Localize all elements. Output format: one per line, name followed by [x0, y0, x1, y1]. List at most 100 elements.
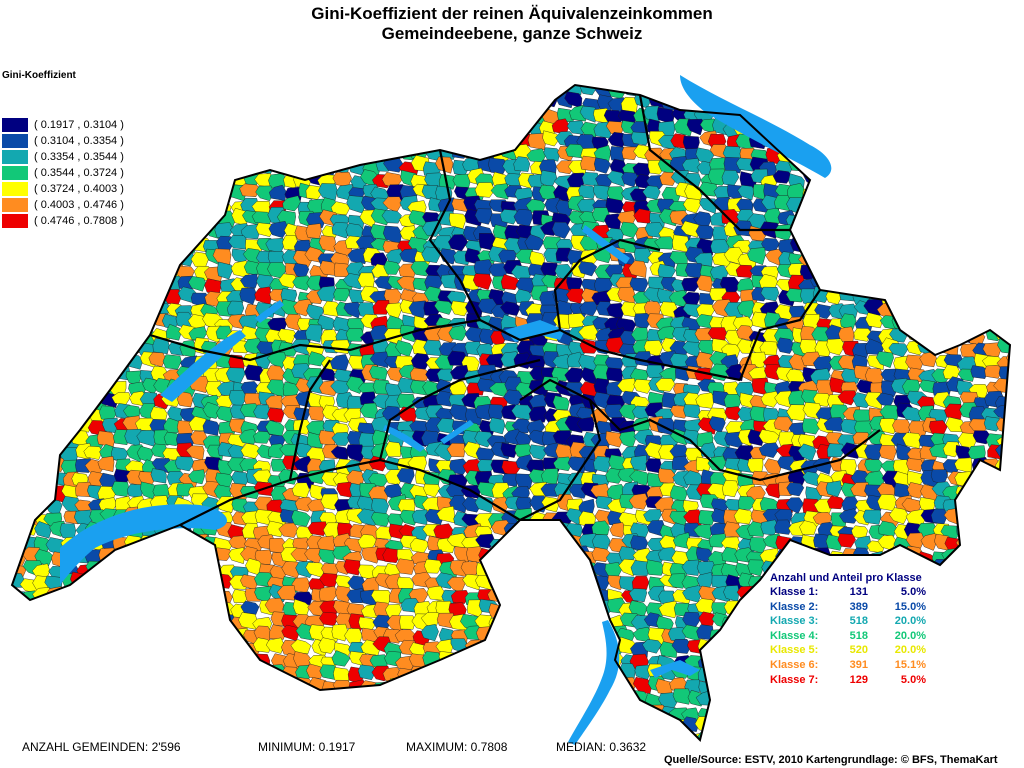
municipality-cell: [409, 120, 431, 136]
municipality-cell: [959, 289, 979, 307]
municipality-cell: [254, 286, 272, 305]
municipality-cell: [518, 572, 538, 588]
stats-row: Klasse 4: 518 20.0%: [770, 629, 926, 644]
municipality-cell: [777, 108, 795, 125]
municipality-cell: [966, 667, 986, 686]
municipality-cell: [552, 395, 570, 411]
municipality-cell: [33, 676, 54, 693]
municipality-cell: [111, 252, 131, 268]
municipality-cell: [318, 108, 336, 125]
municipality-cell: [877, 717, 895, 732]
municipality-cell: [1009, 560, 1010, 576]
municipality-cell: [215, 105, 235, 123]
municipality-cell: [1011, 226, 1024, 243]
legend-label: ( 0.3354 , 0.3544 ): [34, 151, 124, 163]
municipality-cell: [321, 85, 342, 99]
municipality-cell: [983, 715, 1001, 731]
municipality-cell: [985, 732, 1002, 740]
municipality-cell: [485, 94, 507, 111]
municipality-cell: [968, 721, 986, 735]
municipality-cell: [19, 287, 40, 304]
municipality-cell: [48, 627, 67, 645]
municipality-cell: [86, 276, 105, 292]
municipality-cell: [138, 121, 156, 137]
municipality-cell: [33, 263, 51, 280]
municipality-cell: [215, 703, 235, 722]
municipality-cell: [618, 404, 639, 421]
municipality-cell: [737, 653, 758, 668]
municipality-cell: [737, 637, 756, 654]
municipality-cell: [74, 628, 94, 646]
municipality-cell: [174, 134, 194, 148]
municipality-cell: [982, 249, 1000, 265]
municipality-cell: [124, 629, 143, 646]
municipality-cell: [203, 732, 223, 740]
municipality-cell: [269, 716, 289, 734]
municipality-cell: [1009, 402, 1010, 421]
municipality-cell: [488, 135, 507, 150]
municipality-cell: [152, 212, 172, 229]
municipality-cell: [893, 131, 913, 150]
municipality-cell: [1005, 469, 1010, 486]
municipality-cell: [660, 277, 678, 293]
municipality-cell: [555, 536, 574, 554]
municipality-cell: [111, 655, 130, 673]
municipality-cell: [97, 603, 115, 620]
municipality-cell: [242, 665, 261, 684]
municipality-cell: [321, 142, 342, 159]
municipality-cell: [681, 277, 702, 292]
municipality-cell: [101, 85, 120, 97]
municipality-cell: [485, 655, 505, 672]
municipality-cell: [18, 716, 39, 733]
municipality-cell: [264, 133, 284, 149]
municipality-cell: [866, 117, 888, 135]
municipality-cell: [71, 299, 89, 314]
municipality-cell: [724, 406, 744, 421]
municipality-cell: [968, 303, 987, 321]
municipality-cell: [227, 747, 247, 762]
municipality-cell: [967, 173, 988, 190]
municipality-cell: [381, 209, 402, 224]
municipality-cell: [606, 704, 628, 722]
municipality-cell: [112, 692, 132, 709]
municipality-cell: [12, 456, 27, 473]
municipality-cell: [918, 209, 938, 226]
municipality-cell: [330, 201, 351, 216]
municipality-cell: [127, 326, 146, 340]
municipality-cell: [812, 691, 833, 709]
municipality-cell: [513, 610, 532, 629]
municipality-cell: [124, 669, 143, 685]
municipality-cell: [971, 133, 990, 151]
municipality-cell: [98, 656, 115, 672]
municipality-cell: [973, 706, 993, 723]
municipality-cell: [174, 678, 196, 694]
municipality-cell: [721, 667, 742, 685]
municipality-cell: [947, 654, 966, 671]
municipality-cell: [32, 343, 51, 361]
municipality-cell: [802, 418, 821, 435]
municipality-cell: [122, 167, 144, 185]
municipality-cell: [12, 234, 31, 253]
municipality-cell: [811, 185, 830, 202]
municipality-cell: [500, 274, 520, 291]
municipality-cell: [836, 211, 857, 228]
municipality-cell: [72, 246, 90, 263]
municipality-cell: [580, 649, 598, 666]
municipality-cell: [240, 122, 258, 138]
municipality-cell: [369, 365, 388, 381]
municipality-cell: [97, 351, 118, 370]
municipality-cell: [22, 469, 43, 486]
municipality-cell: [84, 339, 104, 354]
municipality-cell: [439, 678, 458, 696]
municipality-cell: [70, 239, 88, 256]
municipality-cell: [22, 664, 41, 683]
municipality-cell: [86, 640, 105, 655]
municipality-cell: [370, 107, 389, 124]
municipality-cell: [82, 653, 103, 670]
municipality-cell: [850, 85, 871, 100]
municipality-cell: [879, 418, 899, 435]
municipality-cell: [217, 653, 235, 669]
municipality-cell: [383, 134, 402, 150]
municipality-cell: [424, 85, 443, 93]
municipality-cell: [57, 239, 79, 256]
